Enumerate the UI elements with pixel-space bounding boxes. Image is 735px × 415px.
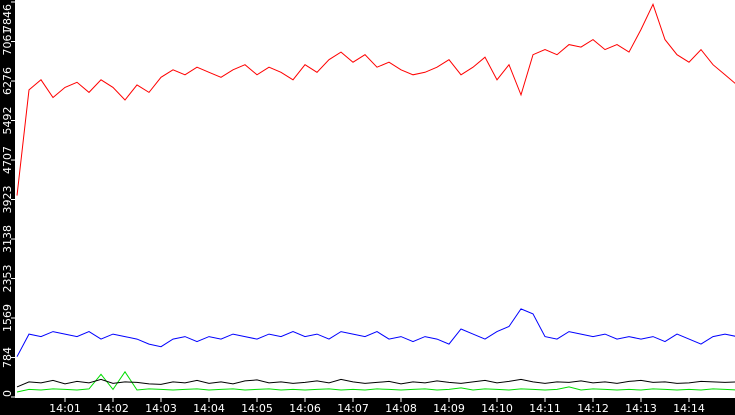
y-tick-label: 7846 <box>1 4 14 32</box>
x-tick-label: 14:10 <box>481 402 513 415</box>
x-tick-label: 14:03 <box>145 402 177 415</box>
x-tick-label: 14:11 <box>529 402 561 415</box>
x-tick-label: 14:12 <box>577 402 609 415</box>
x-tick-label: 14:02 <box>97 402 129 415</box>
x-tick-label: 14:01 <box>49 402 81 415</box>
series-line-3 <box>16 370 735 393</box>
y-tick-label: 7061 <box>1 28 14 56</box>
x-tick-label: 14:13 <box>625 402 657 415</box>
y-tick-label: 2353 <box>1 265 14 293</box>
y-tick-label: 4707 <box>1 146 14 174</box>
y-tick-label: 784 <box>1 347 14 368</box>
x-tick-label: 14:08 <box>385 402 417 415</box>
y-tick-label: 3923 <box>1 186 14 214</box>
x-tick-label: 14:14 <box>673 402 705 415</box>
series-line-0 <box>16 2 735 196</box>
y-tick-label: 1569 <box>1 304 14 332</box>
y-tick-label: 5492 <box>1 107 14 135</box>
y-tick-label: 0 <box>1 390 14 397</box>
x-tick-label: 14:06 <box>289 402 321 415</box>
x-tick-label: 14:05 <box>241 402 273 415</box>
x-axis-bar <box>0 398 735 415</box>
series-line-1 <box>16 308 735 357</box>
x-tick-label: 14:04 <box>193 402 225 415</box>
series-line-2 <box>16 378 735 388</box>
x-tick-label: 14:09 <box>433 402 465 415</box>
y-tick-label: 3138 <box>1 225 14 253</box>
x-tick-label: 14:07 <box>337 402 369 415</box>
y-axis-bar <box>0 0 15 415</box>
y-tick-label: 6276 <box>1 67 14 95</box>
